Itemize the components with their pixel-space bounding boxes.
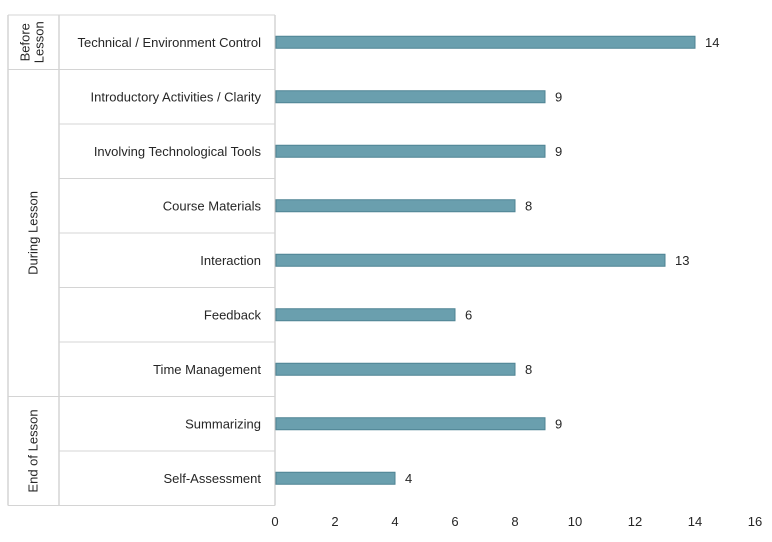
- bar: [275, 253, 666, 267]
- group-label-0: BeforeLesson: [18, 21, 47, 63]
- bar: [275, 362, 516, 376]
- x-tick-label: 2: [331, 514, 338, 529]
- data-label: 8: [525, 362, 532, 377]
- bar: [275, 308, 456, 322]
- category-label: Involving Technological Tools: [94, 144, 262, 159]
- group-label-line: End of Lesson: [26, 409, 41, 492]
- bar: [275, 199, 516, 213]
- group-label-2: End of Lesson: [26, 409, 41, 492]
- category-label: Course Materials: [163, 198, 262, 213]
- data-label: 8: [525, 198, 532, 213]
- bar: [275, 35, 696, 49]
- group-label-1: During Lesson: [26, 191, 41, 275]
- data-label: 9: [555, 144, 562, 159]
- data-label: 9: [555, 416, 562, 431]
- x-tick-label: 0: [271, 514, 278, 529]
- category-label: Interaction: [200, 253, 261, 268]
- bar: [275, 90, 546, 104]
- bar: [275, 471, 396, 485]
- category-label: Introductory Activities / Clarity: [91, 89, 262, 104]
- data-label: 13: [675, 253, 689, 268]
- category-label: Time Management: [153, 362, 261, 377]
- data-label: 4: [405, 471, 412, 486]
- data-label: 14: [705, 35, 719, 50]
- data-label: 6: [465, 307, 472, 322]
- category-label: Summarizing: [185, 416, 261, 431]
- x-tick-label: 16: [748, 514, 762, 529]
- category-label: Technical / Environment Control: [77, 35, 261, 50]
- group-label-line: Lesson: [32, 21, 47, 63]
- category-label: Feedback: [204, 307, 262, 322]
- x-tick-label: 12: [628, 514, 642, 529]
- x-tick-label: 4: [391, 514, 398, 529]
- data-label: 9: [555, 89, 562, 104]
- x-tick-label: 8: [511, 514, 518, 529]
- x-tick-label: 6: [451, 514, 458, 529]
- x-tick-label: 14: [688, 514, 702, 529]
- bar: [275, 417, 546, 431]
- x-tick-label: 10: [568, 514, 582, 529]
- category-label: Self-Assessment: [163, 471, 261, 486]
- group-label-line: Before: [18, 23, 33, 61]
- group-label-line: During Lesson: [26, 191, 41, 275]
- bar: [275, 144, 546, 158]
